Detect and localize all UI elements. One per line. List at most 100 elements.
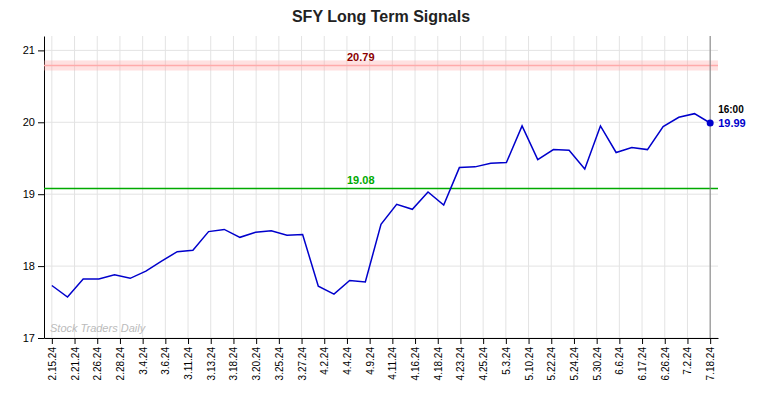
grid-line-x <box>142 36 143 338</box>
x-tick-label: 3.18.24 <box>228 347 239 381</box>
grid-line-x <box>664 36 665 338</box>
x-tick-label: 4.23.24 <box>455 347 466 381</box>
y-tick-mark <box>38 122 44 123</box>
grid <box>44 36 718 338</box>
x-tick-label: 3.11.24 <box>183 347 194 380</box>
grid-line-x <box>573 36 574 338</box>
x-tick-label: 5.3.24 <box>501 347 512 375</box>
x-tick: 6.26.24 <box>660 338 671 380</box>
x-axis-line <box>45 338 719 339</box>
x-tick-mark <box>165 338 166 344</box>
y-tick-mark <box>38 194 44 195</box>
x-tick-label: 3.20.24 <box>251 347 262 381</box>
x-tick-mark <box>279 338 280 344</box>
x-tick-label: 3.6.24 <box>160 347 171 375</box>
plot-area: 2.15.242.21.242.26.242.28.243.4.243.6.24… <box>23 36 746 380</box>
last-point-dot <box>707 120 714 127</box>
x-tick-label: 3.27.24 <box>297 347 308 381</box>
y-tick: 17 <box>23 332 44 344</box>
x-tick-label: 4.9.24 <box>365 347 376 375</box>
x-tick-mark <box>642 338 643 344</box>
support-line <box>44 188 718 190</box>
x-tick-mark <box>551 338 552 344</box>
grid-line-x <box>415 36 416 338</box>
x-tick-label: 2.15.24 <box>47 347 58 381</box>
grid-line-x <box>460 36 461 338</box>
x-tick: 6.17.24 <box>637 338 648 380</box>
x-tick: 4.16.24 <box>410 338 421 380</box>
x-tick-mark <box>665 338 666 344</box>
y-axis: 1718192021 <box>23 37 45 345</box>
x-tick-mark <box>120 338 121 344</box>
grid-line-x <box>619 36 620 338</box>
x-tick: 5.24.24 <box>569 338 580 380</box>
x-tick: 5.3.24 <box>501 338 512 375</box>
grid-line-x <box>278 36 279 338</box>
support-label: 19.08 <box>347 174 375 186</box>
x-tick-mark <box>347 338 348 344</box>
y-tick: 18 <box>23 260 44 272</box>
grid-line-x <box>119 36 120 338</box>
last-point-annotation: 19.99 <box>718 117 746 129</box>
x-tick-mark <box>233 338 234 344</box>
x-tick-label: 2.21.24 <box>70 347 81 381</box>
annotations: Stock Traders Daily20.7919.0816:0019.99 <box>50 51 746 334</box>
grid-line-x <box>483 36 484 338</box>
x-tick-mark <box>529 338 530 344</box>
x-tick-label: 6.6.24 <box>614 347 625 375</box>
x-tick: 2.21.24 <box>70 338 81 380</box>
grid-line-x <box>346 36 347 338</box>
x-tick: 4.25.24 <box>478 338 489 380</box>
x-tick-mark <box>324 338 325 344</box>
y-tick: 20 <box>23 116 44 128</box>
x-tick-mark <box>97 338 98 344</box>
y-tick-label: 19 <box>23 188 35 200</box>
grid-line-x <box>642 36 643 338</box>
x-tick-label: 3.25.24 <box>274 347 285 381</box>
x-tick-label: 4.25.24 <box>478 347 489 381</box>
x-tick-mark <box>506 338 507 344</box>
x-tick-mark <box>483 338 484 344</box>
last-point-annotation: 16:00 <box>718 104 744 115</box>
x-tick: 3.25.24 <box>274 338 285 380</box>
resistance-label: 20.79 <box>347 51 375 63</box>
y-tick-label: 17 <box>23 332 35 344</box>
x-tick-mark <box>597 338 598 344</box>
x-tick-label: 3.4.24 <box>138 347 149 375</box>
x-tick-label: 5.10.24 <box>524 347 535 381</box>
x-tick: 4.18.24 <box>433 338 444 380</box>
x-tick-label: 7.2.24 <box>682 347 693 375</box>
y-tick-mark <box>38 338 44 339</box>
chart-title: SFY Long Term Signals <box>292 8 470 25</box>
x-tick: 5.30.24 <box>592 338 603 380</box>
x-tick-label: 5.30.24 <box>592 347 603 381</box>
x-axis: 2.15.242.21.242.26.242.28.243.4.243.6.24… <box>45 338 719 380</box>
x-tick-mark <box>415 338 416 344</box>
x-tick: 4.11.24 <box>387 338 398 380</box>
y-axis-line <box>44 37 45 339</box>
grid-line-x <box>256 36 257 338</box>
x-tick-mark <box>52 338 53 344</box>
chart-svg: 2.15.242.21.242.26.242.28.243.4.243.6.24… <box>0 0 784 398</box>
x-tick: 3.11.24 <box>183 338 194 380</box>
x-tick-mark <box>438 338 439 344</box>
x-tick-mark <box>687 338 688 344</box>
grid-line-x <box>596 36 597 338</box>
x-tick-label: 4.2.24 <box>319 347 330 375</box>
chart-root: 2.15.242.21.242.26.242.28.243.4.243.6.24… <box>0 0 784 398</box>
x-tick: 3.13.24 <box>206 338 217 380</box>
x-tick: 7.2.24 <box>682 338 693 375</box>
x-tick: 4.4.24 <box>342 338 353 375</box>
x-tick-mark <box>211 338 212 344</box>
x-tick-label: 2.26.24 <box>92 347 103 381</box>
y-tick-label: 20 <box>23 116 35 128</box>
marks <box>44 36 718 338</box>
grid-line-x <box>551 36 552 338</box>
grid-line-x <box>392 36 393 338</box>
x-tick-label: 4.4.24 <box>342 347 353 375</box>
grid-line-x <box>301 36 302 338</box>
x-tick-mark <box>460 338 461 344</box>
x-tick-label: 4.11.24 <box>387 347 398 380</box>
grid-line-x <box>188 36 189 338</box>
grid-line-x <box>324 36 325 338</box>
